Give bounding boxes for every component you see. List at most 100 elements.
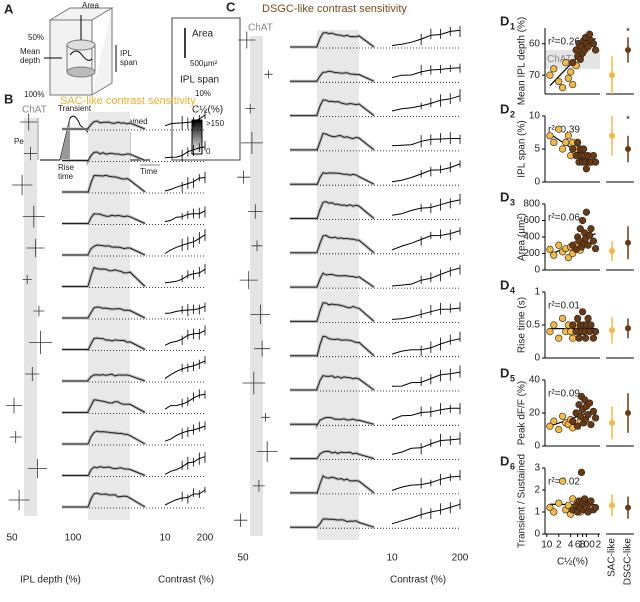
point bbox=[591, 328, 600, 336]
trace bbox=[290, 201, 375, 220]
contrast-curve bbox=[164, 456, 206, 475]
point bbox=[550, 65, 558, 73]
point bbox=[591, 414, 600, 422]
depth-marker bbox=[27, 458, 47, 479]
group-mean bbox=[609, 419, 615, 426]
trace bbox=[62, 373, 146, 382]
x-tick-label: 100 bbox=[65, 533, 82, 544]
trace bbox=[290, 375, 375, 391]
point bbox=[587, 225, 595, 233]
point bbox=[564, 501, 572, 510]
x-axis-label: C½(%) bbox=[557, 557, 588, 568]
trace bbox=[290, 70, 375, 82]
point bbox=[569, 495, 577, 503]
annotation: r²=0.39 bbox=[548, 125, 580, 136]
trace bbox=[62, 174, 146, 194]
group-label: DSGC-like bbox=[623, 538, 634, 586]
point bbox=[578, 216, 587, 225]
point bbox=[569, 58, 577, 67]
label: Peak bbox=[14, 137, 33, 146]
point bbox=[585, 231, 594, 239]
stimulus-window bbox=[88, 112, 130, 520]
point bbox=[558, 145, 567, 153]
y-tick-label: 1 bbox=[534, 507, 540, 518]
point bbox=[550, 138, 558, 146]
trace bbox=[62, 213, 146, 225]
trace bbox=[290, 234, 375, 254]
label: Area bbox=[82, 1, 99, 10]
point bbox=[550, 508, 558, 516]
y-axis-label: Transient / Sustained bbox=[517, 454, 528, 548]
contrast-curve bbox=[164, 425, 206, 442]
point bbox=[584, 43, 592, 51]
trace bbox=[62, 266, 146, 287]
contrast-curve bbox=[164, 210, 206, 223]
y-tick-label: 5 bbox=[534, 144, 540, 155]
point bbox=[575, 334, 583, 342]
contrast-curve bbox=[164, 360, 206, 380]
point bbox=[564, 74, 572, 82]
group-mean bbox=[625, 146, 631, 152]
depth-marker bbox=[251, 240, 263, 252]
contrast-curve bbox=[391, 199, 461, 216]
y-tick-label: 800 bbox=[523, 199, 540, 210]
depth-marker bbox=[11, 174, 33, 196]
y-tick-label: 2 bbox=[534, 485, 540, 496]
y-tick-label: 600 bbox=[523, 215, 540, 226]
panel-letter: B bbox=[4, 91, 13, 106]
x-tick-label: 50 bbox=[6, 533, 18, 544]
trace bbox=[62, 466, 146, 477]
x-tick-label: 2 bbox=[556, 540, 562, 551]
trace bbox=[290, 272, 375, 288]
x-tick-label: 6 bbox=[575, 540, 581, 551]
contrast-curve bbox=[391, 138, 460, 147]
point bbox=[587, 420, 595, 429]
point bbox=[576, 412, 584, 420]
group-mean bbox=[625, 239, 631, 246]
chat-band bbox=[250, 36, 263, 536]
y-tick-label: 10 bbox=[529, 111, 541, 122]
group-mean bbox=[609, 248, 615, 255]
depth-marker bbox=[247, 204, 263, 219]
point bbox=[546, 132, 554, 140]
point bbox=[589, 152, 598, 160]
point bbox=[591, 158, 600, 166]
significance: * bbox=[626, 115, 630, 126]
panel-subscript: 1 bbox=[510, 21, 515, 31]
contrast-curve bbox=[164, 329, 206, 346]
point bbox=[555, 425, 563, 434]
depth-marker bbox=[250, 304, 271, 325]
stimulus-window bbox=[317, 30, 359, 540]
point bbox=[587, 497, 595, 505]
depth-marker bbox=[23, 146, 38, 161]
depth-marker bbox=[238, 31, 256, 49]
point bbox=[587, 321, 595, 329]
depth-marker bbox=[237, 170, 251, 184]
point bbox=[582, 208, 591, 216]
group-mean bbox=[625, 410, 631, 416]
point bbox=[584, 241, 592, 249]
legend-text: C½(%) bbox=[192, 105, 223, 116]
panel-subscript: 4 bbox=[510, 285, 515, 295]
depth-marker bbox=[26, 238, 45, 258]
point bbox=[564, 254, 572, 262]
contrast-curve bbox=[164, 489, 206, 506]
point bbox=[546, 328, 554, 336]
trace bbox=[290, 518, 375, 528]
trace bbox=[62, 306, 146, 319]
x-tick-label: 50 bbox=[237, 553, 249, 564]
band-label: ChAT bbox=[22, 105, 47, 116]
annotation: r²=0.09 bbox=[548, 389, 580, 400]
trace bbox=[290, 99, 375, 117]
chat-band bbox=[24, 118, 37, 516]
trace bbox=[290, 417, 375, 428]
trace bbox=[62, 492, 146, 508]
band-label: ChAT bbox=[248, 23, 273, 34]
point bbox=[550, 251, 558, 259]
y-tick-label: 70 bbox=[529, 70, 541, 81]
point bbox=[555, 125, 563, 133]
group-mean bbox=[625, 504, 631, 511]
depth-marker bbox=[240, 131, 263, 154]
point bbox=[585, 30, 594, 38]
y-tick-label: 0 bbox=[534, 353, 540, 364]
